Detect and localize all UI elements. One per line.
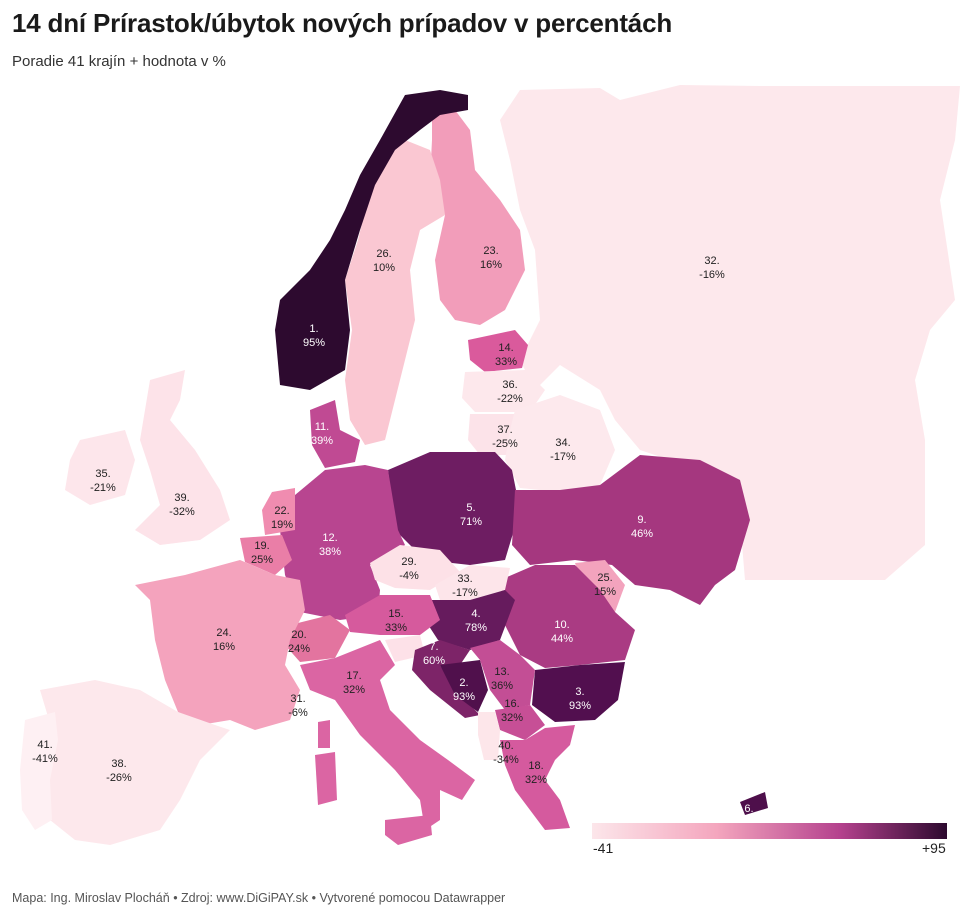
- label-belarus: 34. -17%: [550, 437, 576, 463]
- region-bosnia[interactable]: [440, 660, 488, 712]
- region-france[interactable]: [135, 560, 305, 730]
- label-ireland: 35. -21%: [90, 468, 116, 494]
- label-slovakia: 33. -17%: [452, 573, 478, 599]
- label-russia: 32. -16%: [699, 255, 725, 281]
- region-poland[interactable]: [388, 452, 520, 565]
- region-sardinia[interactable]: [315, 752, 337, 805]
- label-france: 24. 16%: [213, 627, 235, 653]
- map-subtitle: Poradie 41 krajín + hodnota v %: [12, 53, 226, 70]
- region-latvia[interactable]: [462, 370, 545, 412]
- label-lithuania: 37. -25%: [492, 424, 518, 450]
- footer-credits: Mapa: Ing. Miroslav Plocháň • Zdroj: www…: [12, 891, 506, 905]
- legend-max-label: +95: [922, 840, 946, 856]
- region-hungary[interactable]: [425, 590, 515, 650]
- label-norway: 1. 95%: [303, 323, 325, 349]
- region-germany[interactable]: [280, 465, 405, 620]
- region-spain[interactable]: [40, 680, 230, 845]
- label-sweden: 26. 10%: [373, 248, 395, 274]
- region-switzerland[interactable]: [285, 615, 350, 662]
- label-bulgaria: 3. 93%: [569, 686, 591, 712]
- region-netherlands[interactable]: [262, 488, 295, 535]
- label-estonia: 14. 33%: [495, 342, 517, 368]
- color-scale-legend: [592, 823, 947, 839]
- region-cyprus[interactable]: [740, 792, 768, 815]
- label-finland: 23. 16%: [480, 245, 502, 271]
- region-russia[interactable]: [500, 85, 960, 580]
- label-spain: 38. -26%: [106, 758, 132, 784]
- region-albania[interactable]: [478, 712, 500, 760]
- label-greece: 18. 32%: [525, 760, 547, 786]
- region-corsica[interactable]: [318, 720, 330, 748]
- label-bosnia: 2. 93%: [453, 677, 475, 703]
- region-bulgaria[interactable]: [532, 662, 625, 722]
- region-labels: 1. 95% 2. 93% 3. 93% 4. 78% 5. 71% 6. 7. 60% 9…: [32, 245, 753, 815]
- label-macedonia: 16. 32%: [501, 698, 523, 724]
- label-denmark: 11. 39%: [311, 421, 333, 447]
- legend-min-label: -41: [593, 840, 614, 856]
- label-portugal: 41. -41%: [32, 739, 58, 765]
- region-sicily[interactable]: [385, 815, 432, 845]
- region-portugal[interactable]: [20, 712, 58, 830]
- label-cyprus: 6.: [744, 803, 753, 815]
- label-hungary: 4. 78%: [465, 608, 487, 634]
- region-estonia[interactable]: [468, 330, 528, 372]
- label-moldova: 25. 15%: [594, 572, 616, 598]
- region-ukraine[interactable]: [512, 455, 750, 605]
- region-slovakia[interactable]: [435, 565, 510, 600]
- region-finland[interactable]: [430, 105, 525, 325]
- region-greece[interactable]: [500, 725, 575, 830]
- region-norway[interactable]: [275, 90, 468, 390]
- region-romania[interactable]: [500, 565, 635, 668]
- label-belgium: 19. 25%: [251, 540, 273, 566]
- label-albania: 40. -34%: [493, 740, 519, 766]
- region-serbia[interactable]: [470, 640, 535, 710]
- label-serbia: 13. 36%: [491, 666, 513, 692]
- label-ukraine: 9. 46%: [631, 514, 653, 540]
- europe-choropleth-map: 1. 95% 2. 93% 3. 93% 4. 78% 5. 71% 6. 7. 60% 9…: [20, 85, 960, 845]
- region-denmark[interactable]: [310, 400, 360, 468]
- label-austria: 15. 33%: [385, 608, 407, 634]
- region-czechia[interactable]: [370, 545, 460, 590]
- region-sweden[interactable]: [345, 140, 445, 445]
- region-italy[interactable]: [300, 640, 475, 830]
- label-uk: 39. -32%: [169, 492, 195, 518]
- label-romania: 10. 44%: [551, 619, 573, 645]
- label-italy: 17. 32%: [343, 670, 365, 696]
- label-czechia: 29. -4%: [399, 556, 419, 582]
- region-macedonia[interactable]: [495, 705, 545, 740]
- label-croatia: 7. 60%: [423, 641, 445, 667]
- label-netherlands: 22. 19%: [271, 505, 293, 531]
- label-latvia: 36. -22%: [497, 379, 523, 405]
- label-slovenia: 31. -6%: [288, 693, 308, 719]
- label-poland: 5. 71%: [460, 502, 482, 528]
- region-belarus[interactable]: [505, 395, 615, 492]
- label-switzerland: 20. 24%: [288, 629, 310, 655]
- label-germany: 12. 38%: [319, 532, 341, 558]
- region-belgium[interactable]: [240, 535, 292, 575]
- region-uk[interactable]: [135, 370, 230, 545]
- region-austria[interactable]: [345, 595, 440, 635]
- region-ireland[interactable]: [65, 430, 135, 505]
- region-moldova[interactable]: [575, 560, 625, 615]
- map-title: 14 dní Prírastok/úbytok nových prípadov …: [12, 8, 673, 38]
